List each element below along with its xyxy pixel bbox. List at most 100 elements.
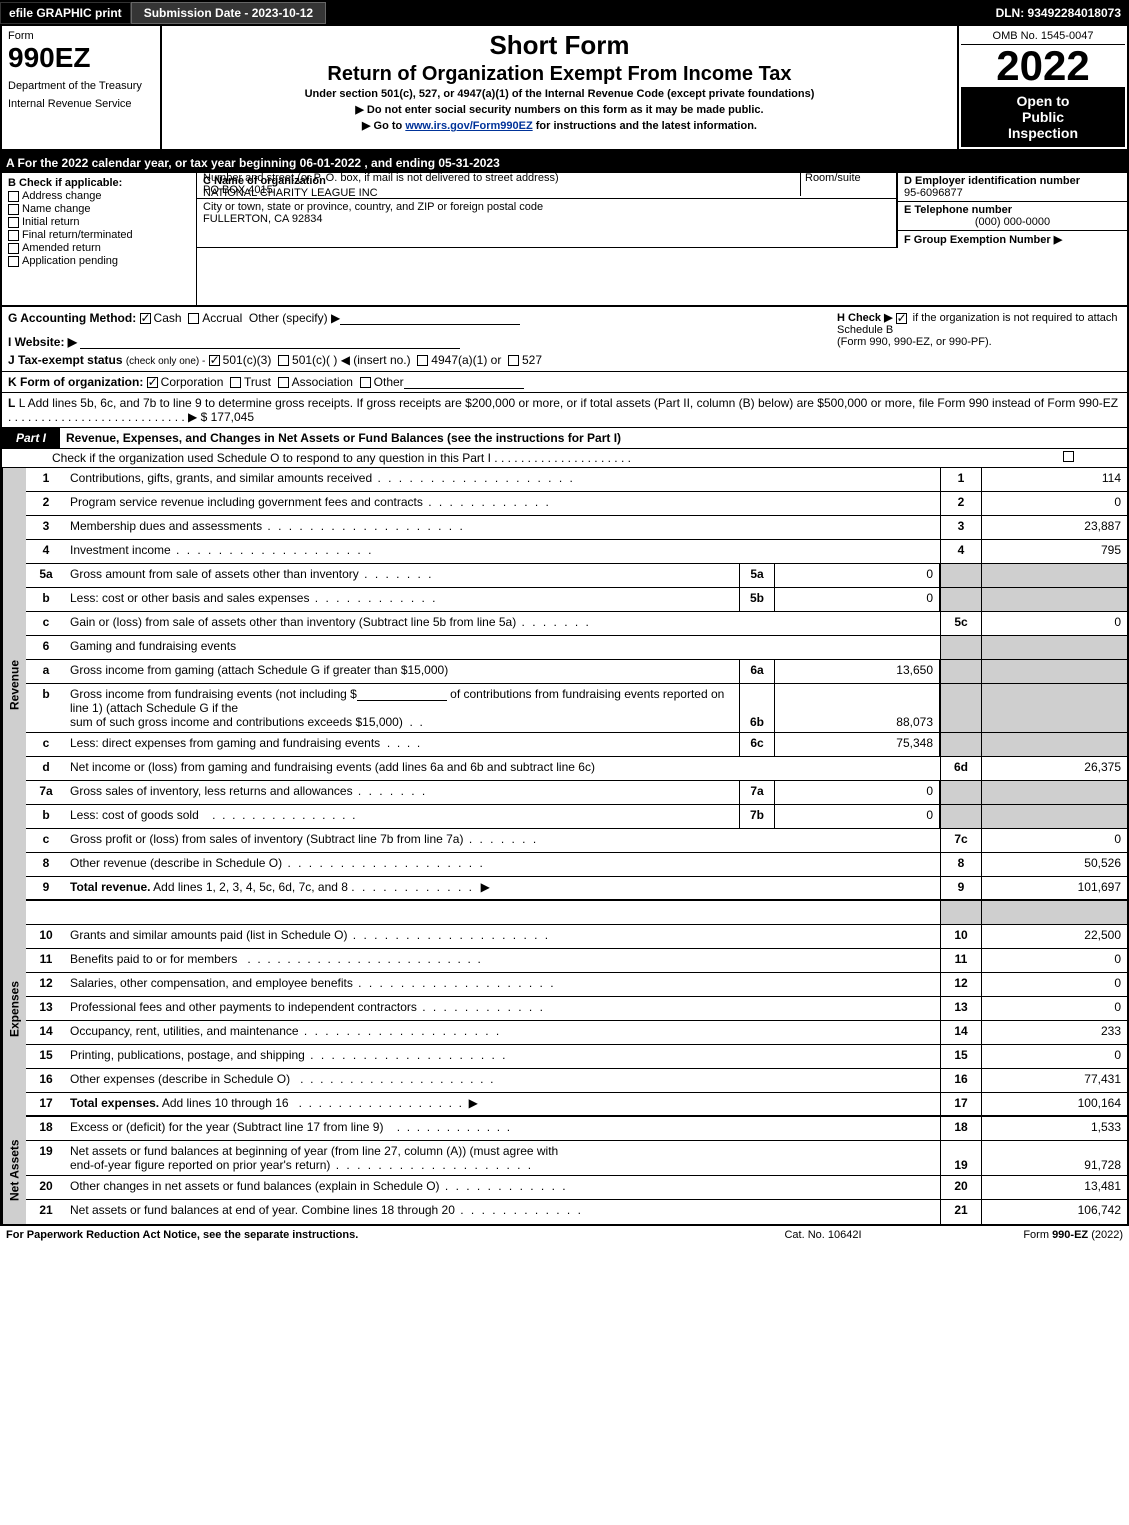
- line3-value: 23,887: [982, 516, 1127, 539]
- short-form-title: Short Form: [166, 30, 953, 61]
- row-gh: G Accounting Method: Cash Accrual Other …: [0, 307, 1129, 372]
- section-c: C Name of organization NATIONAL CHARITY …: [197, 173, 1127, 305]
- chk-4947[interactable]: [417, 355, 428, 366]
- part1-header: Part I Revenue, Expenses, and Changes in…: [0, 428, 1129, 449]
- chk-initial[interactable]: Initial return: [8, 216, 190, 228]
- line14-value: 233: [982, 1021, 1127, 1044]
- line4-value: 795: [982, 540, 1127, 563]
- irs-label: Internal Revenue Service: [8, 98, 154, 110]
- tax-year: 2022: [961, 45, 1125, 87]
- line5a-value: 0: [775, 564, 940, 587]
- city-label: City or town, state or province, country…: [203, 201, 543, 213]
- line2-value: 0: [982, 492, 1127, 515]
- inspection: Inspection: [965, 125, 1121, 141]
- irs-link[interactable]: www.irs.gov/Form990EZ: [405, 120, 532, 132]
- chk-other-org[interactable]: [360, 377, 371, 388]
- section-bcd: B Check if applicable: Address change Na…: [0, 173, 1129, 307]
- l-value: $ 177,045: [201, 410, 254, 424]
- chk-527[interactable]: [508, 355, 519, 366]
- d-label: D Employer identification number: [904, 175, 1080, 187]
- form-number: 990EZ: [8, 42, 154, 74]
- revenue-tab: Revenue: [2, 468, 26, 901]
- line6a-value: 13,650: [775, 660, 940, 683]
- part1-table: Revenue 1 Contributions, gifts, grants, …: [0, 468, 1129, 1226]
- line6b-value: 88,073: [775, 684, 940, 732]
- line7a-value: 0: [775, 781, 940, 804]
- f-arrow: ▶: [1054, 234, 1062, 246]
- row-h: H Check ▶ if the organization is not req…: [831, 311, 1121, 367]
- chk-accrual[interactable]: [188, 313, 199, 324]
- line5c-value: 0: [982, 612, 1127, 635]
- row-k: K Form of organization: Corporation Trus…: [0, 372, 1129, 393]
- g-label: G Accounting Method:: [8, 311, 136, 325]
- other-specify-blank[interactable]: [340, 311, 520, 325]
- line20-value: 13,481: [982, 1176, 1127, 1199]
- e-label: E Telephone number: [904, 204, 1012, 216]
- line21-value: 106,742: [982, 1200, 1127, 1224]
- line11-value: 0: [982, 949, 1127, 972]
- line10-value: 22,500: [982, 925, 1127, 948]
- 6b-amount-blank[interactable]: [357, 687, 447, 701]
- form-header: Form 990EZ Department of the Treasury In…: [0, 26, 1129, 151]
- public: Public: [965, 109, 1121, 125]
- line1-value: 114: [982, 468, 1127, 491]
- f-label: F Group Exemption Number: [904, 234, 1051, 246]
- other-org-blank[interactable]: [404, 375, 524, 389]
- part1-title: Revenue, Expenses, and Changes in Net As…: [60, 428, 1127, 448]
- line19-value: 91,728: [982, 1141, 1127, 1175]
- telephone-value: (000) 000-0000: [904, 216, 1121, 228]
- b-header: B Check if applicable:: [8, 177, 190, 189]
- chk-final[interactable]: Final return/terminated: [8, 229, 190, 241]
- chk-schedule-b[interactable]: [896, 313, 907, 324]
- line16-value: 77,431: [982, 1069, 1127, 1092]
- footer-cat: Cat. No. 10642I: [723, 1229, 923, 1241]
- line5b-value: 0: [775, 588, 940, 611]
- line12-value: 0: [982, 973, 1127, 996]
- no-ssn-text: ▶ Do not enter social security numbers o…: [166, 103, 953, 116]
- dln-label: DLN: 93492284018073: [996, 6, 1129, 20]
- chk-schedule-o[interactable]: [1063, 451, 1074, 462]
- open-public-box: Open to Public Inspection: [961, 87, 1125, 147]
- street-value: PO BOX 4015: [203, 184, 273, 196]
- chk-application[interactable]: Application pending: [8, 255, 190, 267]
- submission-date-button[interactable]: Submission Date - 2023-10-12: [131, 2, 326, 24]
- efile-print-button[interactable]: efile GRAPHIC print: [0, 2, 131, 24]
- website-blank[interactable]: [80, 335, 460, 349]
- room-suite-label: Room/suite: [800, 172, 890, 196]
- open-to: Open to: [965, 93, 1121, 109]
- return-title: Return of Organization Exempt From Incom…: [166, 63, 953, 86]
- chk-501c[interactable]: [278, 355, 289, 366]
- chk-corp[interactable]: [147, 377, 158, 388]
- i-label: I Website: ▶: [8, 335, 77, 349]
- line6d-value: 26,375: [982, 757, 1127, 780]
- part1-label: Part I: [2, 428, 60, 448]
- city-value: FULLERTON, CA 92834: [203, 213, 322, 225]
- line15-value: 0: [982, 1045, 1127, 1068]
- goto-link-line: ▶ Go to www.irs.gov/Form990EZ for instru…: [166, 119, 953, 132]
- chk-address[interactable]: Address change: [8, 190, 190, 202]
- section-b: B Check if applicable: Address change Na…: [2, 173, 197, 305]
- page-footer: For Paperwork Reduction Act Notice, see …: [0, 1226, 1129, 1244]
- ein-value: 95-6096877: [904, 187, 963, 199]
- chk-trust[interactable]: [230, 377, 241, 388]
- line13-value: 0: [982, 997, 1127, 1020]
- net-assets-tab: Net Assets: [2, 1117, 26, 1224]
- line7b-value: 0: [775, 805, 940, 828]
- street-label: Number and street (or P. O. box, if mail…: [203, 172, 559, 184]
- dept-treasury: Department of the Treasury: [8, 80, 154, 92]
- form-word: Form: [8, 30, 154, 42]
- chk-name[interactable]: Name change: [8, 203, 190, 215]
- line7c-value: 0: [982, 829, 1127, 852]
- part1-check-o: Check if the organization used Schedule …: [0, 449, 1129, 468]
- chk-assoc[interactable]: [278, 377, 289, 388]
- line6c-value: 75,348: [775, 733, 940, 756]
- footer-form: Form 990-EZ (2022): [923, 1229, 1123, 1241]
- line17-value: 100,164: [982, 1093, 1127, 1115]
- line9-value: 101,697: [982, 877, 1127, 899]
- top-bar: efile GRAPHIC print Submission Date - 20…: [0, 0, 1129, 26]
- under-section-text: Under section 501(c), 527, or 4947(a)(1)…: [166, 88, 953, 100]
- chk-amended[interactable]: Amended return: [8, 242, 190, 254]
- chk-501c3[interactable]: [209, 355, 220, 366]
- expenses-tab: Expenses: [2, 901, 26, 1117]
- chk-cash[interactable]: [140, 313, 151, 324]
